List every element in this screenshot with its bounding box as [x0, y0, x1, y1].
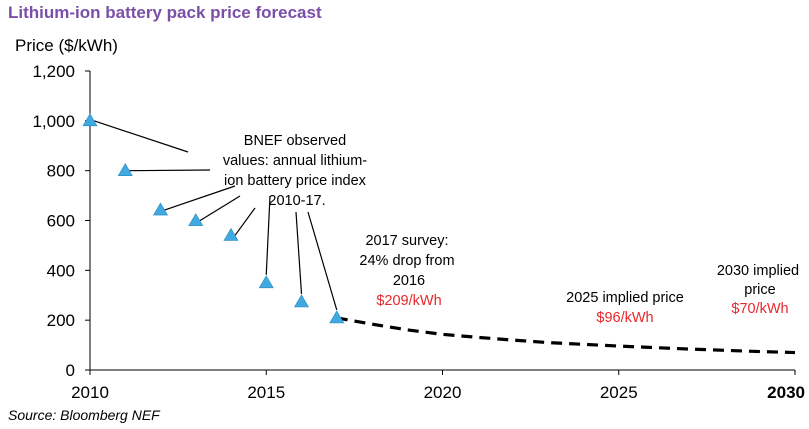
data-point-marker: [258, 275, 274, 289]
leader-line: [307, 211, 338, 311]
source-note: Source: Bloomberg NEF: [8, 407, 161, 423]
implied-2030-price-label: $70/kWh: [731, 301, 788, 317]
observed-series: [82, 113, 345, 324]
leader-line: [129, 169, 211, 172]
data-point-marker: [117, 163, 133, 176]
survey-annotation-line: 24% drop from: [359, 253, 454, 269]
observed-annotation-line: 2010-17.: [268, 193, 325, 209]
x-tick-label: 2020: [424, 383, 462, 402]
axes: 0 200 400 600 800 1,000 1,200 2010 2015 2020 2025 2…: [32, 62, 805, 402]
data-point-marker: [329, 310, 345, 324]
leader-line: [234, 207, 256, 236]
data-point-marker: [188, 213, 204, 227]
survey-annotation-line: 2016: [393, 273, 425, 289]
implied-2030-line: price: [744, 282, 775, 298]
survey-annotation: 2017 survey: 24% drop from 2016: [359, 233, 458, 289]
leader-line: [93, 120, 189, 153]
survey-annotation-line: 2017 survey:: [365, 233, 448, 249]
observed-annotation-line: values: annual lithium-: [223, 153, 367, 169]
leader-line: [295, 211, 303, 295]
y-tick-label: 400: [47, 261, 75, 280]
data-point-marker: [152, 202, 169, 216]
implied-2030-annotation: 2030 implied price: [717, 263, 803, 298]
y-tick-label: 800: [47, 162, 75, 181]
y-tick-label: 0: [66, 361, 75, 380]
leader-line: [265, 195, 271, 275]
annotation-leader-lines: [93, 120, 338, 311]
x-tick-label: 2030: [767, 383, 805, 402]
implied-2025-label: 2025 implied price: [566, 290, 684, 306]
y-tick-label: 600: [47, 212, 75, 231]
y-tick-label: 1,000: [32, 112, 75, 131]
observed-annotation-line: BNEF observed: [244, 133, 346, 149]
y-tick-label: 1,200: [32, 62, 75, 81]
forecast-line: [336, 316, 796, 355]
x-tick-label: 2025: [600, 383, 638, 402]
observed-annotation: BNEF observed values: annual lithium- io…: [223, 133, 371, 209]
leader-line: [199, 195, 241, 222]
y-tick-label: 200: [47, 311, 75, 330]
y-axis-label: Price ($/kWh): [15, 36, 118, 55]
x-tick-label: 2015: [247, 383, 285, 402]
observed-annotation-line: ion battery price index: [224, 173, 367, 189]
implied-2025-price-label: $96/kWh: [596, 310, 653, 326]
x-tick-label: 2010: [71, 383, 109, 402]
implied-2030-line: 2030 implied: [717, 263, 799, 279]
forecast-series: [336, 316, 796, 355]
survey-price-label: $209/kWh: [376, 293, 441, 309]
data-point-marker: [293, 294, 310, 308]
data-point-marker: [82, 113, 98, 127]
leader-line: [164, 185, 236, 211]
data-point-marker: [223, 227, 239, 241]
chart-title: Lithium-ion battery pack price forecast: [8, 3, 322, 22]
